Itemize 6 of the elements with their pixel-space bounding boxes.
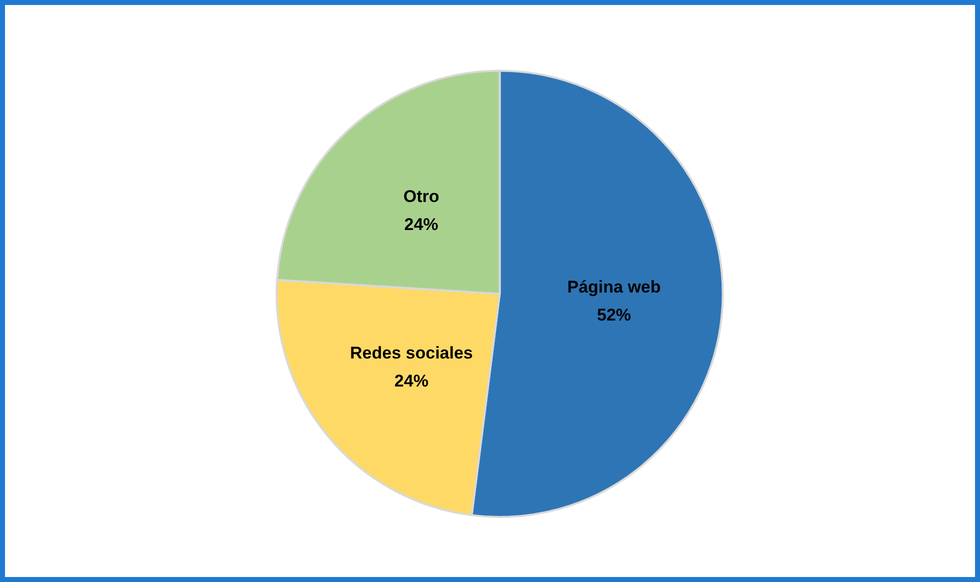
data-label: 52% [597,306,632,325]
data-label: 24% [394,371,428,390]
slice-label: Redes sociales [350,343,473,362]
slice-label: Página web [567,278,661,297]
data-label: 24% [404,214,438,234]
slice-label: Otro [403,186,440,206]
